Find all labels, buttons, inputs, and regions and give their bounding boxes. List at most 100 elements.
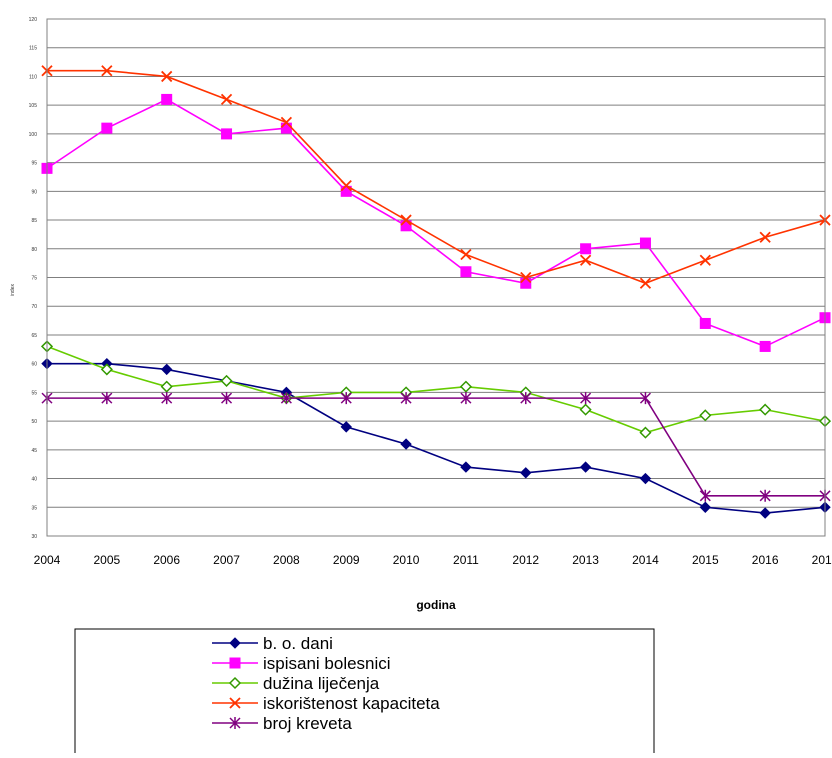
x-tick-label: 2004 — [34, 553, 61, 567]
data-point — [400, 392, 412, 405]
x-tick-label: 2015 — [692, 553, 719, 567]
legend-label: ispisani bolesnici — [263, 654, 391, 673]
x-tick-label: 2013 — [572, 553, 599, 567]
data-point — [699, 317, 711, 329]
legend-item: b. o. dani — [212, 634, 333, 653]
legend-marker — [229, 637, 241, 649]
data-point — [160, 380, 173, 393]
y-tick-label: 105 — [29, 103, 38, 109]
x-tick-label: 2012 — [512, 553, 539, 567]
legend-item: broj kreveta — [212, 714, 352, 733]
data-point — [400, 214, 412, 226]
data-point — [459, 380, 472, 393]
data-point — [520, 392, 532, 405]
legend-marker — [229, 697, 241, 709]
x-tick-label: 2007 — [213, 553, 240, 567]
data-point — [280, 116, 293, 129]
data-point — [579, 403, 592, 416]
legend-box — [74, 628, 655, 758]
y-tick-label: 30 — [31, 534, 37, 540]
x-tick-label: 2014 — [632, 553, 659, 567]
x-tick-label: 2017 — [812, 553, 832, 567]
series-3 — [41, 65, 831, 289]
data-point — [759, 507, 771, 519]
data-point — [639, 426, 652, 439]
legend-marker — [229, 717, 241, 729]
data-point — [759, 340, 771, 352]
data-point — [460, 461, 472, 473]
data-point — [759, 489, 771, 502]
y-tick-label: 80 — [31, 247, 37, 253]
series-0 — [41, 357, 831, 519]
x-tick-label: 2008 — [273, 553, 300, 567]
y-tick-label: 40 — [31, 477, 37, 483]
data-point — [759, 231, 771, 243]
legend-marker — [229, 657, 241, 669]
x-axis-title: godina — [416, 598, 456, 612]
series-line — [46, 98, 826, 348]
series-4 — [41, 392, 831, 502]
legend-item: iskorištenost kapaciteta — [212, 694, 440, 713]
data-point — [580, 243, 592, 255]
y-tick-label: 115 — [29, 46, 37, 52]
y-axis-ticks: 30 35 40 45 50 55 60 65 70 75 80 85 90 95 100 105 110 115… — [29, 17, 38, 540]
series-line — [46, 345, 826, 434]
legend-label: b. o. dani — [263, 634, 333, 653]
y-tick-label: 95 — [31, 161, 37, 167]
data-point — [101, 392, 113, 405]
data-point — [699, 501, 712, 513]
data-point — [161, 392, 173, 405]
data-point — [699, 254, 711, 266]
data-point — [100, 363, 113, 376]
data-point — [460, 266, 472, 278]
y-tick-label: 50 — [31, 419, 37, 425]
x-tick-label: 2010 — [393, 553, 420, 567]
y-tick-label: 75 — [31, 276, 37, 282]
y-tick-label: 90 — [31, 189, 37, 195]
data-point — [639, 237, 651, 249]
data-point — [161, 93, 173, 105]
y-tick-label: 100 — [29, 132, 38, 138]
data-point — [639, 472, 652, 485]
data-point — [639, 392, 651, 405]
x-axis-ticks: 2004 2005 2006 2007 2008 2009 2010 2011 2012 2013… — [34, 553, 832, 567]
series-line — [47, 69, 826, 285]
gridlines — [47, 18, 825, 537]
legend-label: iskorištenost kapaciteta — [263, 694, 440, 713]
data-point — [101, 122, 113, 134]
data-point — [580, 392, 592, 405]
x-tick-label: 2005 — [93, 553, 120, 567]
data-point — [101, 65, 113, 77]
y-tick-label: 65 — [31, 333, 37, 339]
y-tick-label: 120 — [29, 17, 38, 23]
data-point — [579, 461, 592, 473]
plot-area-frame — [46, 18, 826, 537]
y-tick-label: 55 — [31, 390, 37, 396]
data-point — [220, 93, 233, 106]
legend-item: ispisani bolesnici — [212, 654, 391, 673]
series-line — [47, 362, 826, 514]
data-point — [340, 421, 352, 433]
legend-item: dužina liječenja — [212, 674, 380, 693]
y-tick-label: 35 — [31, 505, 37, 511]
legend-label: broj kreveta — [263, 714, 352, 733]
y-tick-label: 85 — [31, 218, 37, 224]
x-tick-label: 2006 — [153, 553, 180, 567]
data-point — [220, 374, 233, 387]
data-point — [400, 438, 412, 450]
data-point — [221, 128, 233, 140]
legend-label: dužina liječenja — [263, 674, 380, 693]
y-tick-label: 110 — [29, 74, 37, 80]
data-point — [639, 277, 652, 289]
y-tick-label: 70 — [31, 304, 37, 310]
data-point — [280, 392, 292, 405]
y-axis-title: index — [10, 284, 16, 296]
data-point — [221, 392, 233, 405]
legend-marker — [228, 676, 242, 690]
data-point — [699, 409, 712, 422]
data-point — [759, 403, 772, 416]
data-point — [460, 248, 472, 261]
